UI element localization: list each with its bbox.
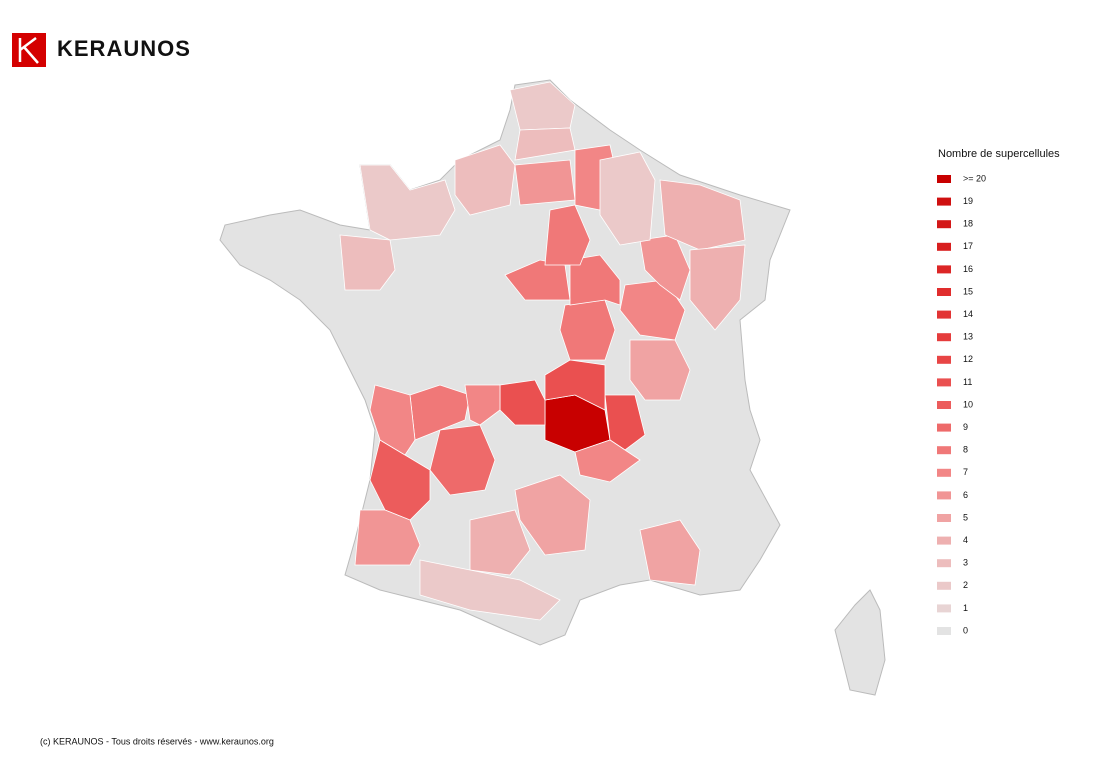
legend-swatch [937, 288, 951, 296]
department [569, 254, 621, 306]
legend-swatch [937, 310, 951, 319]
legend-swatch [937, 197, 951, 206]
department [469, 509, 531, 576]
legend-label: >= 20 [963, 173, 986, 183]
department [359, 164, 456, 241]
legend-swatch [937, 220, 951, 229]
department [504, 259, 571, 301]
logo-icon [12, 33, 46, 67]
legend-swatch [937, 468, 951, 477]
department [514, 127, 576, 161]
department [604, 394, 646, 451]
legend-swatch [937, 378, 951, 387]
legend-label: 10 [963, 399, 973, 409]
legend-label: 16 [963, 264, 973, 274]
legend-label: 8 [963, 445, 968, 455]
legend-swatch [937, 333, 951, 342]
footer: (c) KERAUNOS - Tous droits réservés - ww… [40, 736, 274, 746]
logo-text: KERAUNOS [57, 36, 191, 61]
legend-label: 5 [963, 512, 968, 522]
logo-mark [18, 37, 39, 64]
department [599, 151, 656, 246]
legend-swatch [937, 446, 951, 455]
legend-swatch [937, 175, 951, 183]
legend-label: 7 [963, 467, 968, 477]
department [419, 559, 561, 621]
department [659, 179, 746, 251]
legend-label: 3 [963, 558, 968, 568]
legend-label: 4 [963, 535, 968, 545]
legend-swatch [937, 355, 951, 364]
department [559, 299, 616, 361]
legend-swatch [937, 423, 951, 432]
corsica [834, 589, 886, 696]
department [629, 339, 691, 401]
legend-label: 12 [963, 354, 973, 364]
department [339, 234, 396, 291]
department [369, 439, 431, 521]
department [454, 144, 516, 216]
department [514, 474, 591, 556]
legend-swatch [937, 242, 951, 251]
department [514, 159, 576, 206]
legend-swatch [937, 491, 951, 500]
legend-swatch [937, 265, 951, 274]
legend-label: 15 [963, 286, 973, 296]
department [544, 204, 591, 266]
legend-label: 0 [963, 625, 968, 635]
department [369, 384, 416, 456]
legend-label: 17 [963, 241, 973, 251]
legend-label: 1 [963, 603, 968, 613]
legend-swatch [937, 627, 951, 635]
department [639, 519, 701, 586]
legend-swatch [937, 514, 951, 522]
legend-swatch [937, 604, 951, 613]
legend-swatch [937, 536, 951, 545]
legend-label: 9 [963, 422, 968, 432]
legend-swatch [937, 559, 951, 568]
legend-swatch [937, 401, 951, 409]
legend-label: 13 [963, 332, 973, 342]
department [689, 244, 746, 331]
legend-label: 11 [963, 377, 972, 387]
legend-swatch [937, 581, 951, 590]
department [509, 81, 576, 131]
legend-label: 18 [963, 219, 973, 229]
legend-label: 14 [963, 309, 973, 319]
department [354, 509, 421, 566]
legend-title: Nombre de supercellules [938, 148, 1060, 160]
legend-label: 2 [963, 580, 968, 590]
department [464, 384, 501, 426]
department [574, 439, 641, 483]
legend-label: 19 [963, 196, 973, 206]
legend-label: 6 [963, 490, 968, 500]
